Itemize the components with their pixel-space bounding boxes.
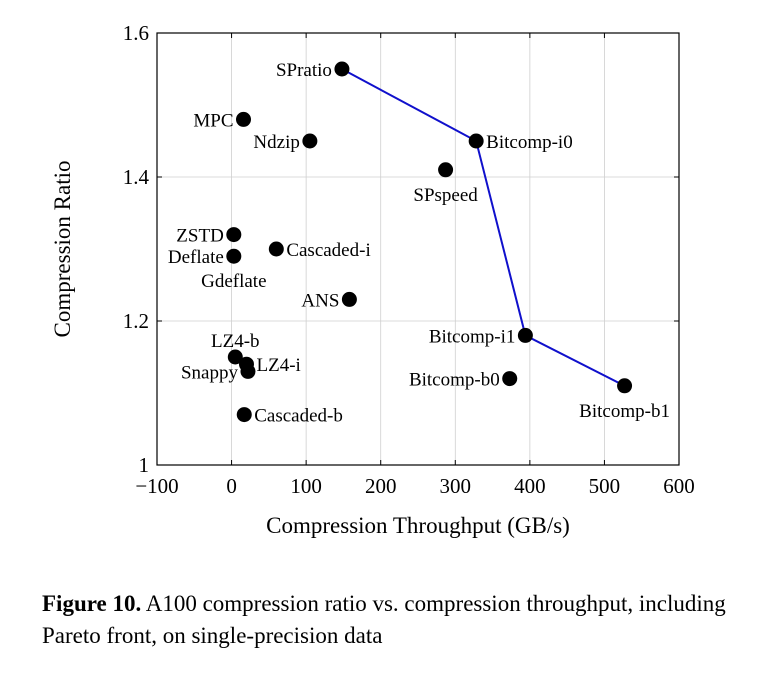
data-point-label: LZ4-b bbox=[211, 331, 260, 352]
x-tick-label: 400 bbox=[514, 474, 546, 498]
data-point bbox=[226, 248, 242, 264]
scatter-chart: SPratio MPC Ndzip Bitcomp-i0 SPspeed ZSTD Casc… bbox=[50, 21, 695, 538]
pareto-front-line bbox=[341, 68, 626, 387]
data-point-label: Bitcomp-b1 bbox=[579, 401, 670, 422]
x-tick-label: 200 bbox=[365, 474, 397, 498]
data-point bbox=[236, 407, 252, 423]
data-point bbox=[341, 291, 357, 307]
data-point-label: Bitcomp-b0 bbox=[409, 370, 500, 391]
data-point-label: SPratio bbox=[276, 60, 332, 81]
data-point bbox=[617, 378, 633, 394]
data-point-label: Cascaded-i bbox=[286, 240, 370, 261]
data-point-label: Deflate bbox=[168, 247, 224, 268]
plot-frame bbox=[156, 32, 680, 466]
data-point bbox=[227, 349, 243, 365]
data-point bbox=[517, 327, 533, 343]
axis-ticks: −100 0 100 200 300 400 500 600 1 1.2 1.4 1.6 bbox=[123, 21, 695, 498]
y-tick-label: 1 bbox=[139, 453, 150, 477]
data-point bbox=[236, 111, 252, 127]
data-point-label: ZSTD bbox=[176, 226, 224, 247]
data-point-label: LZ4-i bbox=[256, 355, 300, 376]
data-point-label: Bitcomp-i0 bbox=[486, 132, 573, 153]
figure-caption-text: A100 compression ratio vs. compression t… bbox=[42, 591, 726, 648]
y-tick-label: 1.6 bbox=[123, 21, 149, 45]
x-tick-label: 100 bbox=[290, 474, 322, 498]
pareto-front-layer bbox=[341, 68, 626, 387]
data-point bbox=[240, 363, 256, 379]
x-axis-label: Compression Throughput (GB/s) bbox=[266, 513, 570, 538]
data-point-label: ANS bbox=[301, 290, 339, 311]
data-point-label: Cascaded-b bbox=[254, 406, 343, 427]
figure-caption-label: Figure 10. bbox=[42, 591, 142, 616]
data-point bbox=[502, 371, 518, 387]
data-point-label: MPC bbox=[193, 110, 233, 131]
y-tick-label: 1.2 bbox=[123, 309, 149, 333]
data-point-label: Snappy bbox=[181, 362, 239, 383]
x-tick-label: −100 bbox=[135, 474, 178, 498]
data-points bbox=[226, 61, 633, 423]
data-point-label: SPspeed bbox=[413, 185, 478, 206]
data-point bbox=[468, 133, 484, 149]
x-tick-label: 600 bbox=[663, 474, 695, 498]
x-tick-label: 500 bbox=[589, 474, 621, 498]
data-point-label: Bitcomp-i1 bbox=[429, 326, 516, 347]
x-tick-label: 300 bbox=[440, 474, 472, 498]
data-point bbox=[226, 227, 242, 243]
data-point bbox=[438, 162, 454, 178]
data-point bbox=[334, 61, 350, 77]
data-point-label: Ndzip bbox=[253, 132, 299, 153]
y-axis-label: Compression Ratio bbox=[50, 161, 75, 338]
x-tick-label: 0 bbox=[226, 474, 237, 498]
figure-caption: Figure 10. A100 compression ratio vs. co… bbox=[42, 588, 742, 652]
data-point-label: Gdeflate bbox=[201, 271, 266, 292]
y-tick-label: 1.4 bbox=[123, 165, 150, 189]
data-point bbox=[268, 241, 284, 257]
data-point bbox=[302, 133, 318, 149]
point-labels: SPratio MPC Ndzip Bitcomp-i0 SPspeed ZSTD Casc… bbox=[168, 60, 670, 427]
